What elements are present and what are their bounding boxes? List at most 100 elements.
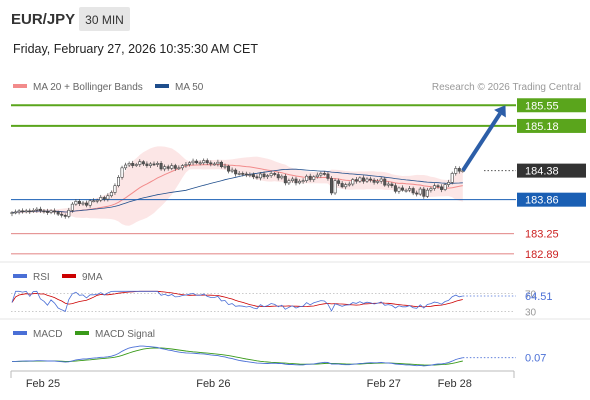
candle-body — [141, 161, 145, 165]
macd-legend-label: MACD — [33, 329, 62, 340]
candle-body — [188, 162, 192, 165]
copyright-label: Research © 2026 Trading Central — [432, 82, 581, 93]
candle-body — [56, 211, 60, 215]
candle-body — [418, 188, 422, 195]
candle-body — [266, 175, 270, 178]
last-price-label: 184.38 — [525, 166, 559, 178]
candle-body — [411, 188, 415, 194]
candle-body — [429, 188, 433, 191]
candle-body — [351, 179, 355, 185]
rsi-ma-legend-label: 9MA — [82, 272, 103, 283]
candle-body — [308, 175, 312, 180]
candle-body — [315, 174, 319, 178]
rsi-level-label-1: 30 — [525, 308, 537, 319]
candle-body — [159, 163, 163, 170]
rsi-legend-swatch — [13, 274, 27, 278]
datetime-label: Friday, February 27, 2026 10:35:30 AM CE… — [13, 42, 258, 56]
macd-line — [12, 345, 463, 367]
candle-body — [212, 163, 216, 166]
macd-last-label: 0.07 — [525, 353, 546, 365]
candle-body — [258, 173, 262, 179]
candle-body — [294, 178, 298, 184]
candle-body — [383, 178, 387, 186]
candle-body — [45, 211, 49, 213]
candle-body — [127, 163, 131, 166]
candle-body — [283, 175, 287, 184]
candle-body — [92, 200, 96, 203]
candle-body — [109, 192, 113, 197]
candle-body — [241, 173, 245, 175]
candle-body — [376, 180, 380, 183]
last-price-tag — [517, 163, 586, 178]
candle-body — [163, 166, 167, 170]
candle-body — [237, 173, 241, 175]
support-label-4: 183.25 — [525, 229, 559, 241]
candle-body — [152, 163, 156, 166]
candle-body — [63, 215, 67, 217]
candle-body — [333, 180, 337, 194]
time-axis-ticks: Feb 25 Feb 26 Feb 27 Feb 28 — [10, 371, 515, 390]
candle-body — [344, 184, 348, 188]
rsi-legend-label: RSI — [33, 272, 50, 283]
forecast-arrow-shaft — [461, 112, 502, 172]
time-tick-label-2: Feb 27 — [367, 378, 401, 390]
candle-body — [166, 166, 170, 169]
pivot-tag-3 — [517, 192, 586, 207]
candle-body — [457, 168, 461, 172]
candle-body — [216, 161, 220, 165]
candle-body — [251, 174, 255, 178]
rsi-panel: 70 30 64.51 — [11, 290, 553, 319]
forecast-arrow-head — [494, 105, 506, 118]
candle-body — [131, 163, 135, 166]
candle-body — [422, 188, 426, 197]
ma20-legend-label: MA 20 + Bollinger Bands — [33, 82, 143, 93]
candle-body — [372, 179, 376, 183]
candle-body — [312, 176, 316, 180]
rsi-ma-legend-swatch — [62, 274, 76, 278]
candle-body — [134, 164, 138, 166]
candle-body — [49, 210, 53, 213]
candle-body — [329, 178, 333, 194]
macd-signal-legend-swatch — [75, 331, 89, 335]
rsi-ma-line — [11, 290, 463, 308]
candle-body — [305, 175, 309, 181]
time-tick-label-3: Feb 28 — [438, 378, 472, 390]
candle-body — [42, 210, 46, 213]
candle-body — [227, 165, 231, 172]
candle-body — [354, 179, 358, 182]
support-label-5: 182.89 — [525, 249, 559, 261]
rsi-line — [11, 290, 463, 312]
candle-body — [219, 161, 223, 168]
timeframe-badge[interactable] — [79, 7, 130, 31]
resistance-label-0: 185.55 — [525, 100, 559, 112]
candle-body — [326, 173, 330, 179]
resistance-label-1: 185.18 — [525, 121, 559, 133]
candle-body — [38, 208, 42, 212]
candle-body — [447, 182, 451, 185]
candle-body — [180, 165, 184, 169]
candle-body — [369, 178, 373, 181]
macd-signal-legend-label: MACD Signal — [95, 329, 155, 340]
candle-body — [319, 173, 323, 176]
candle-body — [223, 165, 227, 168]
candle-body — [21, 210, 25, 213]
macd-legend-swatch — [13, 331, 27, 335]
candle-body — [347, 183, 351, 186]
candle-body — [191, 160, 195, 164]
resistance-tag-1 — [517, 118, 586, 133]
candle-body — [361, 177, 365, 182]
time-tick-label-0: Feb 25 — [26, 378, 60, 390]
candle-body — [386, 183, 390, 186]
candle-body — [14, 211, 18, 214]
rsi-last-label: 64.51 — [525, 291, 553, 303]
resistance-tag-0 — [517, 98, 586, 113]
candle-body — [120, 167, 124, 178]
pivot-label-3: 183.86 — [525, 195, 559, 207]
candle-body — [393, 185, 397, 192]
ma50-legend-label: MA 50 — [175, 82, 204, 93]
candle-body — [287, 180, 291, 184]
ma50-line — [11, 168, 463, 213]
candle-body — [77, 201, 81, 204]
candle-body — [177, 167, 181, 170]
